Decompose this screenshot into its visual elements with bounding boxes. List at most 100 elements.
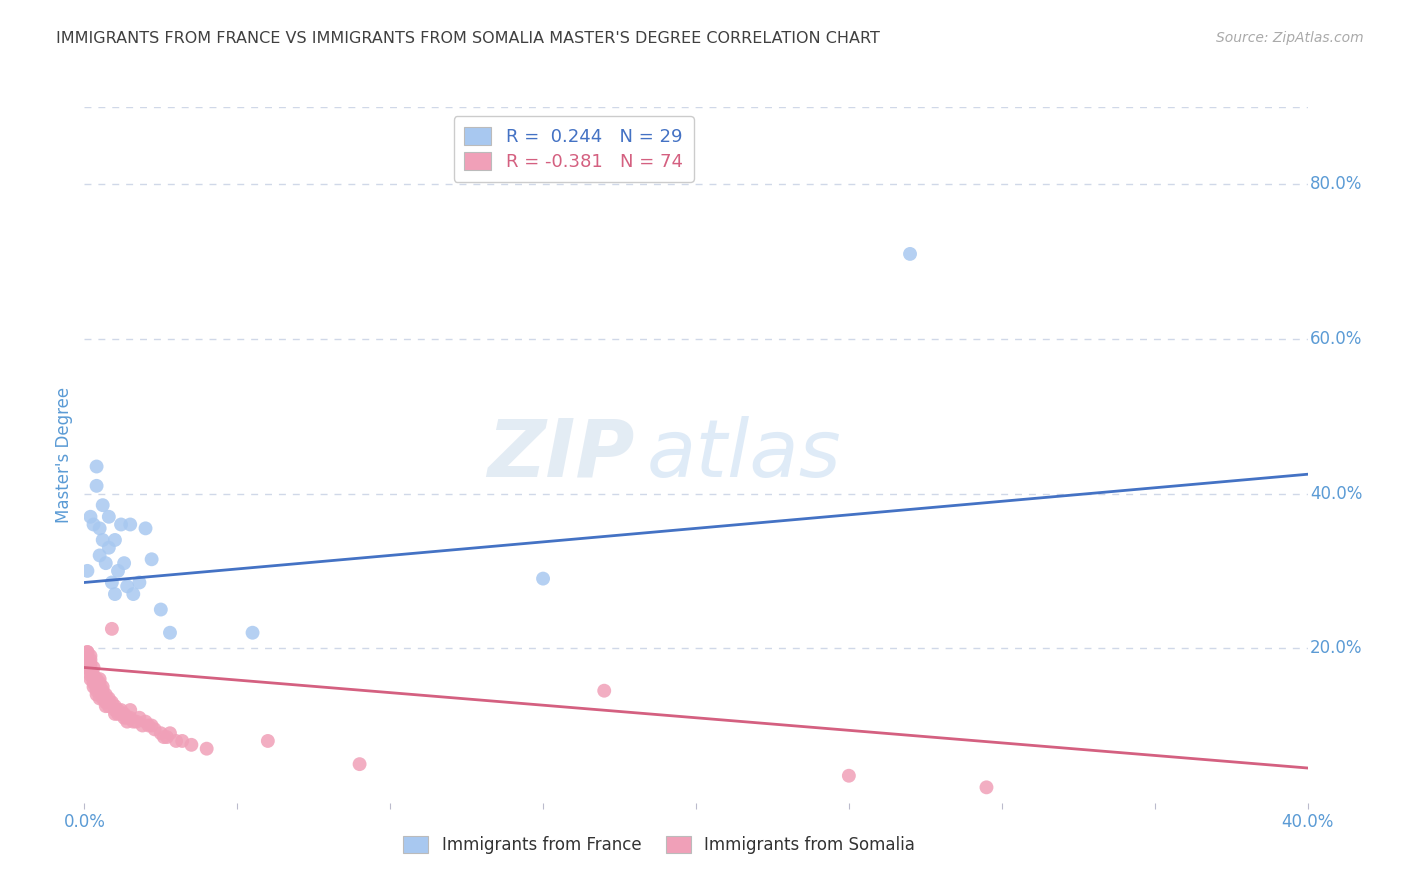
Point: [180, 738, 202, 752]
Point: [89, 521, 111, 535]
Point: [115, 579, 138, 593]
Point: [120, 711, 142, 725]
Point: [976, 780, 998, 795]
Point: [159, 726, 181, 740]
Point: [83, 517, 105, 532]
Point: [838, 769, 860, 783]
Y-axis label: Master's Degree: Master's Degree: [55, 387, 73, 523]
Point: [83, 660, 105, 674]
Point: [125, 714, 148, 729]
Point: [86, 459, 108, 474]
Point: [112, 711, 135, 725]
Point: [110, 703, 132, 717]
Point: [76, 564, 98, 578]
Point: [112, 556, 135, 570]
Point: [101, 695, 124, 709]
Point: [97, 699, 120, 714]
Point: [79, 660, 101, 674]
Point: [107, 703, 129, 717]
Point: [122, 714, 145, 729]
Point: [135, 521, 157, 535]
Point: [94, 691, 117, 706]
Text: ZIP: ZIP: [488, 416, 636, 494]
Point: [97, 691, 120, 706]
Point: [76, 660, 98, 674]
Point: [898, 247, 921, 261]
Point: [531, 572, 554, 586]
Point: [128, 575, 150, 590]
Point: [257, 734, 280, 748]
Point: [91, 498, 114, 512]
Point: [94, 699, 117, 714]
Point: [79, 672, 101, 686]
Point: [83, 668, 105, 682]
Point: [79, 509, 101, 524]
Point: [593, 683, 616, 698]
Point: [83, 672, 105, 686]
Point: [128, 711, 150, 725]
Point: [79, 648, 101, 663]
Point: [120, 703, 142, 717]
Point: [86, 676, 108, 690]
Point: [149, 602, 172, 616]
Point: [138, 718, 160, 732]
Point: [159, 625, 181, 640]
Point: [89, 680, 111, 694]
Point: [122, 587, 145, 601]
Point: [91, 683, 114, 698]
Point: [91, 688, 114, 702]
Point: [104, 703, 127, 717]
Point: [91, 691, 114, 706]
Point: [79, 668, 101, 682]
Point: [76, 645, 98, 659]
Point: [97, 541, 120, 555]
Text: 40.0%: 40.0%: [1310, 484, 1362, 502]
Point: [89, 676, 111, 690]
Point: [94, 556, 117, 570]
Point: [101, 575, 124, 590]
Point: [76, 653, 98, 667]
Point: [110, 517, 132, 532]
Point: [89, 549, 111, 563]
Point: [115, 714, 138, 729]
Point: [104, 533, 127, 547]
Point: [107, 706, 129, 721]
Point: [101, 622, 124, 636]
Point: [89, 672, 111, 686]
Point: [141, 718, 163, 732]
Point: [195, 741, 218, 756]
Point: [104, 706, 127, 721]
Point: [97, 695, 120, 709]
Text: atlas: atlas: [647, 416, 842, 494]
Point: [97, 509, 120, 524]
Point: [165, 734, 187, 748]
Legend: Immigrants from France, Immigrants from Somalia: Immigrants from France, Immigrants from …: [396, 829, 922, 861]
Point: [76, 645, 98, 659]
Point: [172, 734, 194, 748]
Point: [104, 587, 127, 601]
Point: [91, 680, 114, 694]
Point: [107, 564, 129, 578]
Point: [149, 726, 172, 740]
Point: [86, 688, 108, 702]
Point: [156, 730, 179, 744]
Point: [115, 711, 138, 725]
Point: [83, 676, 105, 690]
Point: [83, 680, 105, 694]
Point: [349, 757, 371, 772]
Point: [135, 714, 157, 729]
Point: [86, 672, 108, 686]
Text: 80.0%: 80.0%: [1310, 176, 1362, 194]
Text: 60.0%: 60.0%: [1310, 330, 1362, 348]
Point: [76, 657, 98, 671]
Point: [89, 683, 111, 698]
Point: [86, 479, 108, 493]
Point: [143, 723, 166, 737]
Point: [79, 665, 101, 679]
Point: [131, 718, 153, 732]
Point: [120, 517, 142, 532]
Text: 20.0%: 20.0%: [1310, 640, 1362, 657]
Text: Source: ZipAtlas.com: Source: ZipAtlas.com: [1216, 31, 1364, 45]
Point: [79, 653, 101, 667]
Point: [242, 625, 264, 640]
